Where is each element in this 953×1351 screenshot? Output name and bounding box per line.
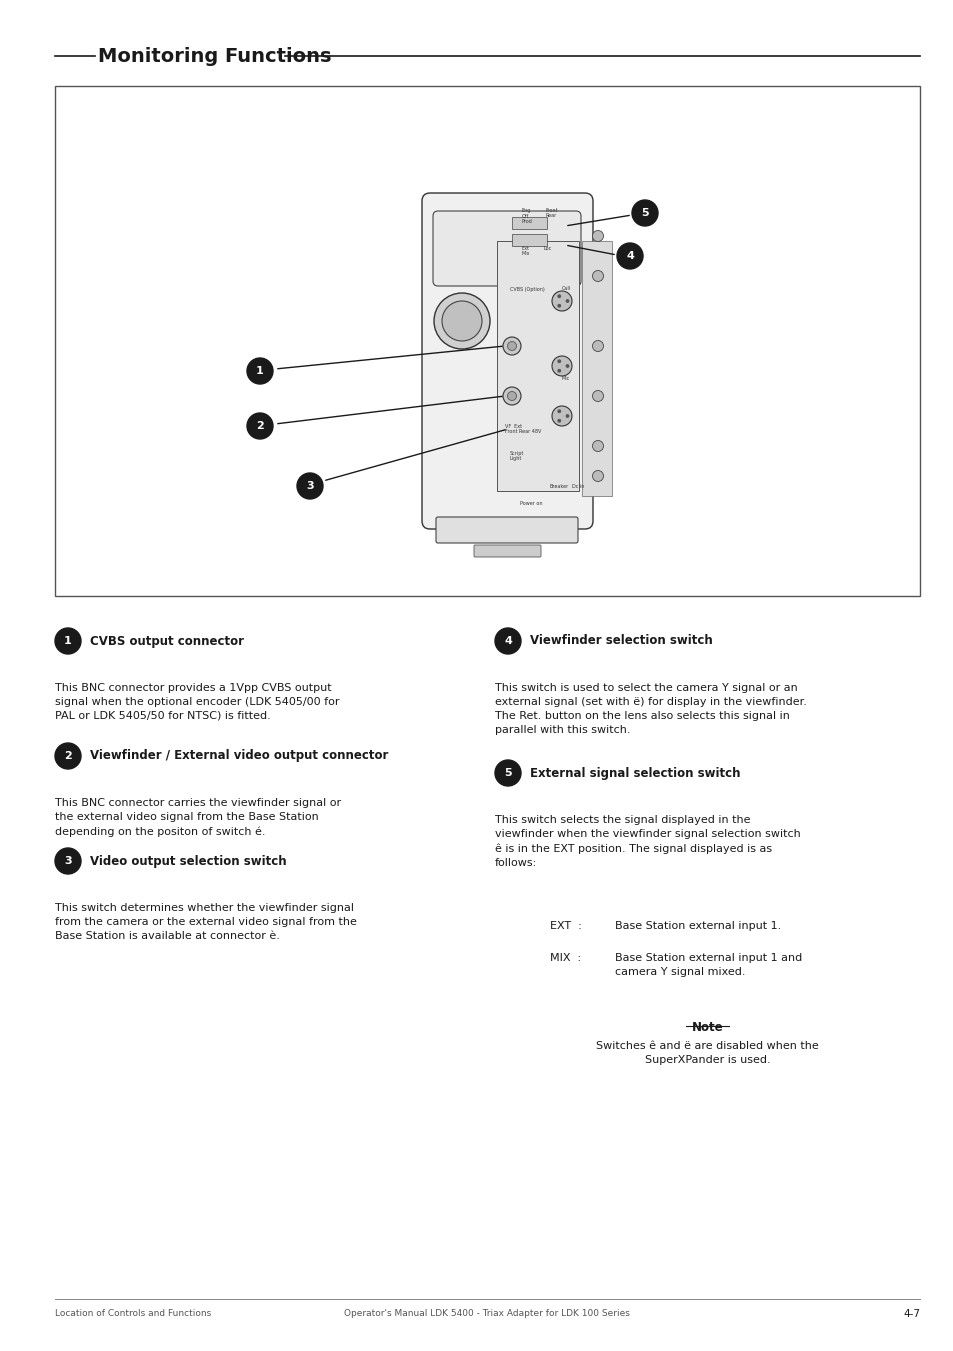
- Circle shape: [552, 407, 572, 426]
- Text: Base Station external input 1.: Base Station external input 1.: [615, 921, 781, 931]
- Text: CVBS (Option): CVBS (Option): [510, 286, 544, 292]
- Text: This switch is used to select the camera Y signal or an
external signal (set wit: This switch is used to select the camera…: [495, 684, 806, 735]
- Text: Mic: Mic: [561, 377, 570, 381]
- FancyBboxPatch shape: [581, 240, 612, 496]
- Circle shape: [592, 231, 603, 242]
- Text: 4-7: 4-7: [902, 1309, 919, 1319]
- FancyBboxPatch shape: [474, 544, 540, 557]
- Circle shape: [55, 743, 81, 769]
- Text: Dc in: Dc in: [572, 484, 584, 489]
- Text: Viewfinder / External video output connector: Viewfinder / External video output conne…: [90, 750, 388, 762]
- Text: CVBS output connector: CVBS output connector: [90, 635, 244, 647]
- Text: Ext
Mix: Ext Mix: [521, 246, 530, 257]
- Text: EXT  :: EXT :: [550, 921, 581, 931]
- Circle shape: [55, 848, 81, 874]
- Circle shape: [552, 357, 572, 376]
- Circle shape: [552, 290, 572, 311]
- Text: Call: Call: [561, 286, 571, 292]
- Text: Location of Controls and Functions: Location of Controls and Functions: [55, 1309, 211, 1319]
- Circle shape: [566, 365, 568, 367]
- Circle shape: [566, 300, 568, 303]
- Circle shape: [617, 243, 642, 269]
- Circle shape: [566, 415, 568, 417]
- Circle shape: [247, 413, 273, 439]
- Circle shape: [502, 336, 520, 355]
- Circle shape: [247, 358, 273, 384]
- Circle shape: [558, 295, 559, 297]
- Text: 1: 1: [255, 366, 264, 376]
- Text: Script
Light: Script Light: [510, 451, 524, 462]
- Text: Loc: Loc: [542, 246, 551, 251]
- FancyBboxPatch shape: [421, 193, 593, 530]
- Text: Monitoring Functions: Monitoring Functions: [98, 46, 331, 65]
- Circle shape: [558, 359, 559, 362]
- Circle shape: [592, 470, 603, 481]
- Text: Note: Note: [691, 1021, 722, 1034]
- FancyBboxPatch shape: [497, 240, 578, 490]
- Text: Switches ê and ë are disabled when the
SuperXPander is used.: Switches ê and ë are disabled when the S…: [596, 1042, 818, 1065]
- Circle shape: [631, 200, 658, 226]
- Text: 2: 2: [255, 422, 264, 431]
- FancyBboxPatch shape: [436, 517, 578, 543]
- Text: External signal selection switch: External signal selection switch: [530, 766, 740, 780]
- Circle shape: [558, 370, 559, 372]
- Circle shape: [55, 628, 81, 654]
- Text: 5: 5: [640, 208, 648, 218]
- Circle shape: [507, 392, 516, 400]
- Circle shape: [592, 340, 603, 351]
- Text: 4: 4: [625, 251, 634, 261]
- Circle shape: [592, 390, 603, 401]
- Circle shape: [558, 420, 559, 422]
- Text: 4: 4: [503, 636, 512, 646]
- Text: 1: 1: [64, 636, 71, 646]
- Text: VF  Ext
Front Rear 48V: VF Ext Front Rear 48V: [504, 424, 540, 435]
- Text: 3: 3: [306, 481, 314, 490]
- Circle shape: [495, 628, 520, 654]
- Text: This switch determines whether the viewfinder signal
from the camera or the exte: This switch determines whether the viewf…: [55, 902, 356, 942]
- FancyBboxPatch shape: [512, 218, 546, 230]
- Text: 5: 5: [503, 767, 511, 778]
- Text: MIX  :: MIX :: [550, 952, 580, 963]
- Text: This switch selects the signal displayed in the
viewfinder when the viewfinder s: This switch selects the signal displayed…: [495, 815, 800, 867]
- Text: Operator's Manual LDK 5400 - Triax Adapter for LDK 100 Series: Operator's Manual LDK 5400 - Triax Adapt…: [344, 1309, 629, 1319]
- Circle shape: [558, 411, 559, 412]
- Circle shape: [441, 301, 481, 340]
- Circle shape: [558, 304, 559, 307]
- Text: Base Station external input 1 and
camera Y signal mixed.: Base Station external input 1 and camera…: [615, 952, 801, 977]
- Text: Breaker: Breaker: [550, 484, 569, 489]
- Circle shape: [495, 761, 520, 786]
- FancyBboxPatch shape: [55, 86, 919, 596]
- Text: Power on: Power on: [519, 501, 542, 507]
- Circle shape: [592, 270, 603, 281]
- FancyBboxPatch shape: [433, 211, 580, 286]
- Text: 3: 3: [64, 857, 71, 866]
- Circle shape: [502, 386, 520, 405]
- Circle shape: [296, 473, 323, 499]
- Circle shape: [434, 293, 490, 349]
- Text: 2: 2: [64, 751, 71, 761]
- Circle shape: [592, 440, 603, 451]
- Text: Eng
Off
Prod: Eng Off Prod: [521, 208, 533, 224]
- Text: Viewfinder selection switch: Viewfinder selection switch: [530, 635, 712, 647]
- Circle shape: [507, 342, 516, 350]
- FancyBboxPatch shape: [512, 234, 546, 246]
- Text: Video output selection switch: Video output selection switch: [90, 854, 286, 867]
- Text: This BNC connector carries the viewfinder signal or
the external video signal fr: This BNC connector carries the viewfinde…: [55, 798, 341, 836]
- Text: This BNC connector provides a 1Vpp CVBS output
signal when the optional encoder : This BNC connector provides a 1Vpp CVBS …: [55, 684, 339, 721]
- Text: Front
Rear: Front Rear: [545, 208, 558, 219]
